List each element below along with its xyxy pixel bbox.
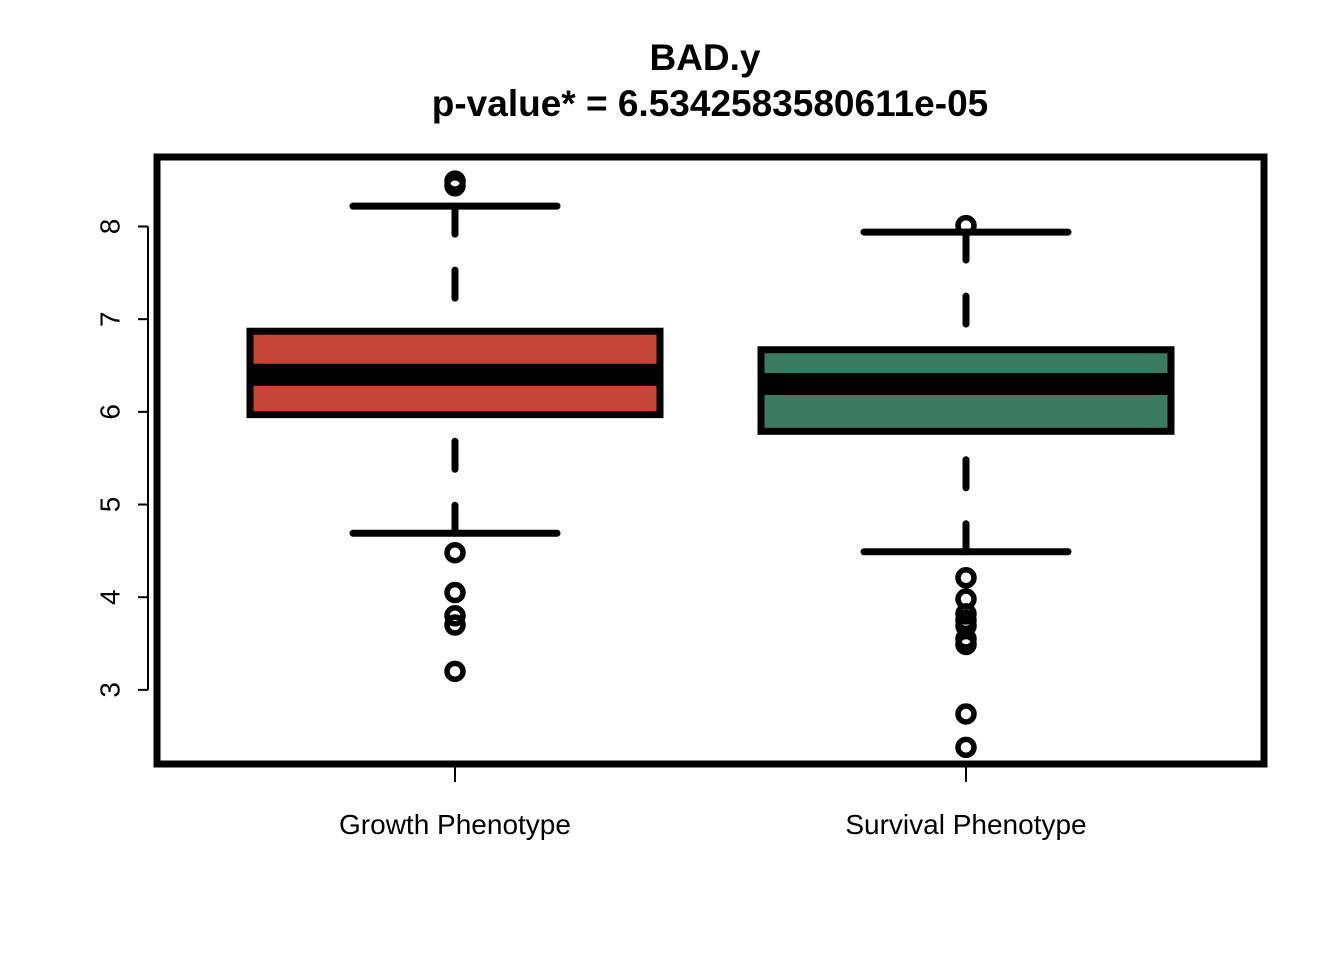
outlier-point — [955, 736, 977, 759]
outlier-point — [955, 703, 977, 725]
y-tick-label: 3 — [95, 682, 126, 698]
outlier-point — [955, 633, 977, 656]
boxes-layer — [246, 170, 1175, 759]
box-group — [757, 214, 1175, 759]
y-tick-label: 7 — [95, 311, 126, 327]
box-group — [246, 170, 664, 683]
y-tick-label: 5 — [95, 497, 126, 513]
y-tick-label: 6 — [95, 404, 126, 420]
x-axis: Growth Phenotype Survival Phenotype — [339, 764, 1087, 840]
y-tick-label: 8 — [95, 219, 126, 235]
outlier-point — [955, 566, 977, 589]
outlier-point — [444, 614, 466, 636]
plot-frame — [153, 153, 1268, 768]
outlier-point — [444, 660, 466, 683]
outlier-point — [444, 604, 466, 627]
outlier-point — [444, 174, 466, 197]
y-tick-label: 4 — [95, 589, 126, 605]
x-tick-label: Survival Phenotype — [845, 809, 1086, 840]
outlier-point — [444, 541, 466, 564]
outlier-point — [444, 581, 466, 604]
y-axis: 3 4 5 6 7 8 — [95, 219, 149, 698]
chart-subtitle: p-value* = 6.5342583580611e-05 — [432, 83, 988, 124]
chart-title: BAD.y — [649, 37, 760, 78]
x-tick-label: Growth Phenotype — [339, 809, 571, 840]
outlier-point — [955, 214, 977, 237]
